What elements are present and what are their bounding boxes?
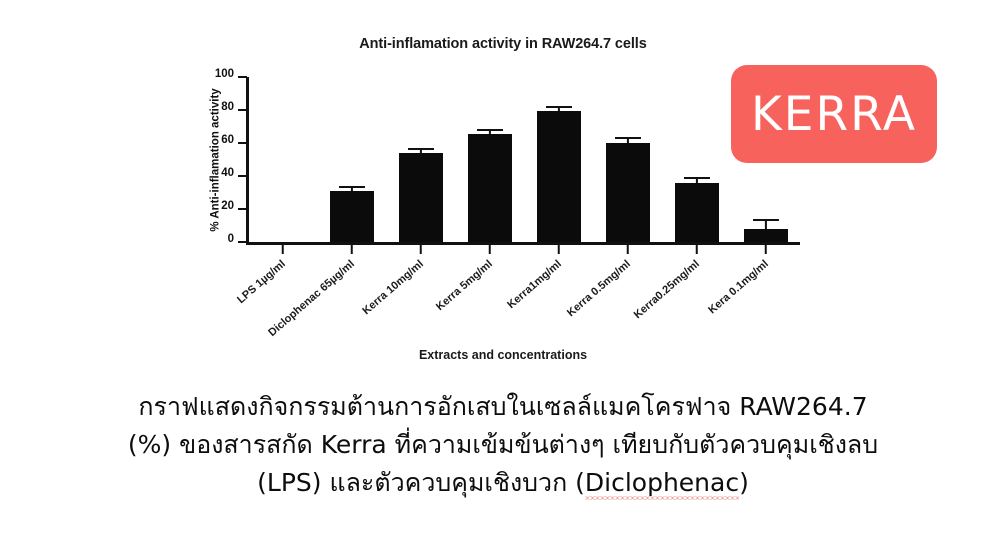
x-tick-2 — [350, 245, 353, 254]
error-bar-stem — [350, 188, 353, 191]
x-tick-label-text: LPS 1µg/ml — [234, 258, 288, 307]
error-bar-stem — [419, 150, 422, 153]
x-tick-label-text: Kerra0.25mg/ml — [631, 258, 702, 322]
error-bar-cap — [476, 129, 503, 132]
bar-rect — [743, 228, 788, 242]
x-tick-label-text: Kerra 0.5mg/ml — [564, 258, 633, 320]
caption-line-3-before: (LPS) และตัวควบคุมเชิงบวก ( — [257, 468, 585, 497]
x-tick-1 — [281, 245, 284, 254]
bar-rect — [605, 143, 650, 242]
x-tick-label-text: Kera 0.1mg/ml — [705, 258, 771, 317]
bar-rect — [467, 133, 512, 242]
x-tick-7 — [695, 245, 698, 254]
y-tick-100: 100 — [215, 68, 247, 80]
error-bar-cap — [614, 136, 641, 139]
caption-line-2: (%) ของสารสกัด Kerra ที่ความเข้มข้นต่างๆ… — [127, 430, 879, 459]
caption-misspelled-word: Diclophenac — [584, 468, 740, 500]
kerra-logo-text: KERRA — [750, 86, 918, 142]
x-tick-4 — [488, 245, 491, 254]
error-bar-stem — [695, 179, 698, 184]
error-bar-cap — [407, 148, 434, 151]
bar-rect — [398, 152, 443, 242]
y-tick-label: 60 — [221, 133, 234, 146]
figure-caption: กราฟแสดงกิจกรรมต้านการอักเสบในเซลล์แมคโค… — [0, 388, 1006, 502]
chart-figure: Anti-inflamation activity in RAW264.7 ce… — [210, 36, 937, 362]
y-tick-60: 60 — [221, 134, 247, 146]
plot-area: 0 20 40 60 80 100 — [215, 68, 800, 254]
bar-3 — [398, 77, 443, 242]
y-tick-label: 0 — [227, 232, 234, 245]
x-axis-line — [246, 242, 800, 245]
x-tick-8 — [764, 245, 767, 254]
x-tick-label-text: Kerra 10mg/ml — [359, 258, 426, 318]
error-bar-cap — [338, 186, 365, 189]
bar-8 — [743, 77, 788, 242]
error-bar-stem — [626, 138, 629, 143]
x-tick-6 — [626, 245, 629, 254]
bar-rect — [536, 110, 581, 242]
y-axis-line — [246, 77, 249, 242]
chart-title: Anti-inflamation activity in RAW264.7 ce… — [359, 36, 647, 52]
y-axis-title-label: % Anti-inflamation activity — [210, 87, 222, 232]
bar-rect — [674, 183, 719, 242]
bar-6 — [605, 77, 650, 242]
error-bar-cap — [752, 219, 779, 222]
x-axis-title: Extracts and concentrations — [418, 348, 588, 362]
bar-7 — [674, 77, 719, 242]
error-bar-cap — [545, 106, 572, 109]
caption-line-3-after: ) — [739, 468, 749, 497]
y-tick-label: 40 — [221, 166, 234, 179]
bar-4 — [467, 77, 512, 242]
error-bar-stem — [488, 131, 491, 134]
bar-2 — [329, 77, 374, 242]
y-tick-label: 20 — [221, 199, 234, 212]
caption-line-3: (LPS) และตัวควบคุมเชิงบวก (Diclophenac) — [0, 464, 1006, 502]
y-tick-80: 80 — [221, 101, 247, 113]
bar-5 — [536, 77, 581, 242]
x-tick-5 — [557, 245, 560, 254]
kerra-logo-badge: KERRA — [731, 65, 937, 163]
x-tick-label-text: Kerra1mg/ml — [504, 258, 564, 312]
y-tick-label: 80 — [221, 100, 234, 113]
error-bar-stem — [764, 221, 767, 229]
error-bar-stem — [557, 108, 560, 111]
x-tick-3 — [419, 245, 422, 254]
y-tick-0: 0 — [228, 233, 247, 245]
y-tick-label: 100 — [214, 67, 234, 80]
error-bar-cap — [683, 177, 710, 180]
y-tick-20: 20 — [221, 200, 247, 212]
bar-rect — [329, 190, 374, 242]
x-tick-label-text: Kerra 5mg/ml — [433, 258, 495, 314]
caption-line-1: กราฟแสดงกิจกรรมต้านการอักเสบในเซลล์แมคโค… — [138, 392, 868, 421]
y-tick-40: 40 — [221, 167, 247, 179]
